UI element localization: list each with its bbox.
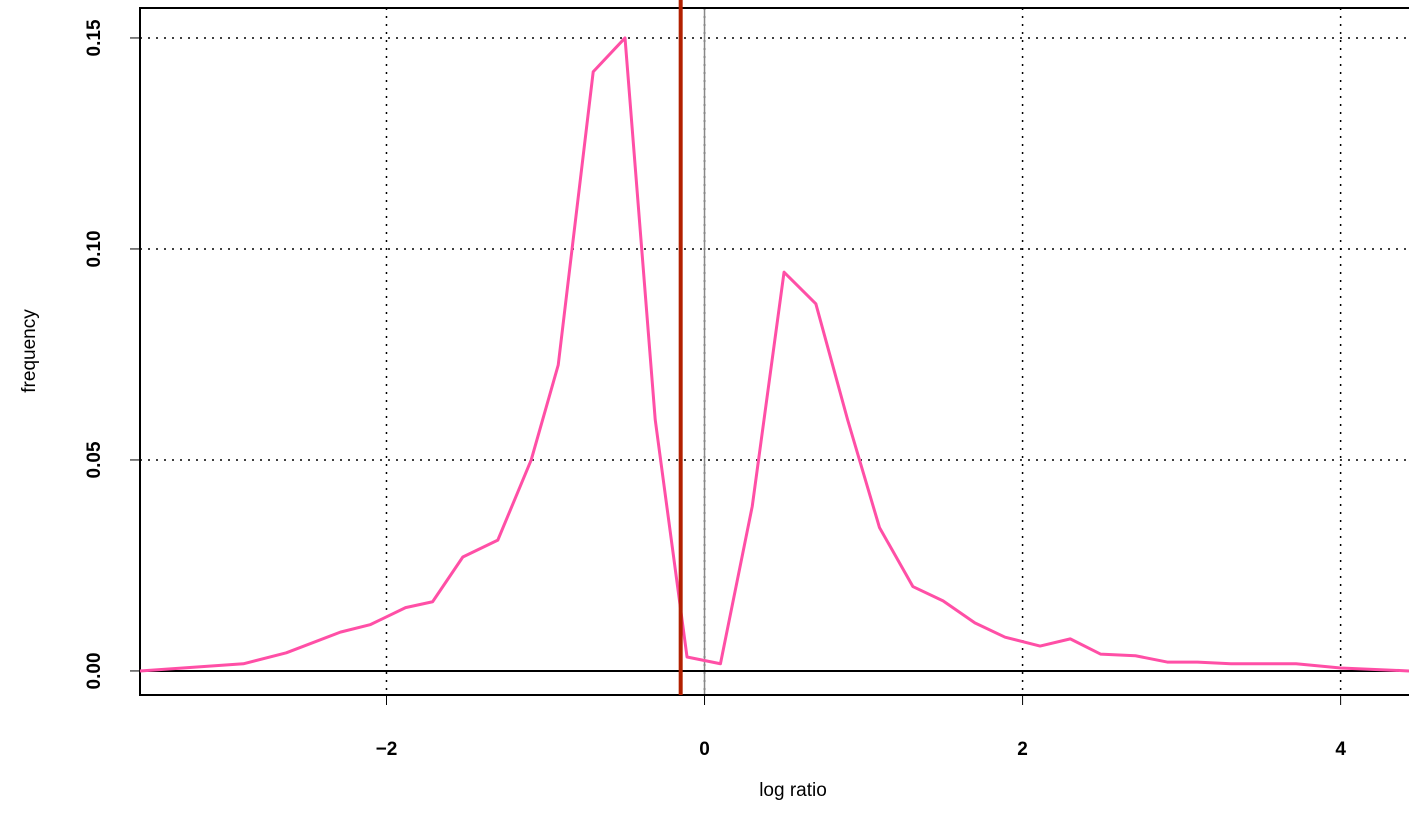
data-line [139, 36, 1409, 673]
x-axis-title: log ratio [759, 780, 827, 801]
y-tick-label: 0.05 [84, 441, 105, 478]
y-tick-label: 0.15 [84, 19, 105, 56]
y-tick-label: 0.00 [84, 652, 105, 689]
plot-frame [139, 7, 1409, 696]
x-tick-label: 2 [1017, 739, 1028, 760]
x-tick-label: −2 [376, 739, 398, 760]
x-tick-label: 4 [1335, 739, 1346, 760]
y-tick-label: 0.10 [84, 230, 105, 267]
x-tick-label: 0 [699, 739, 710, 760]
y-axis-title: frequency [19, 309, 40, 393]
